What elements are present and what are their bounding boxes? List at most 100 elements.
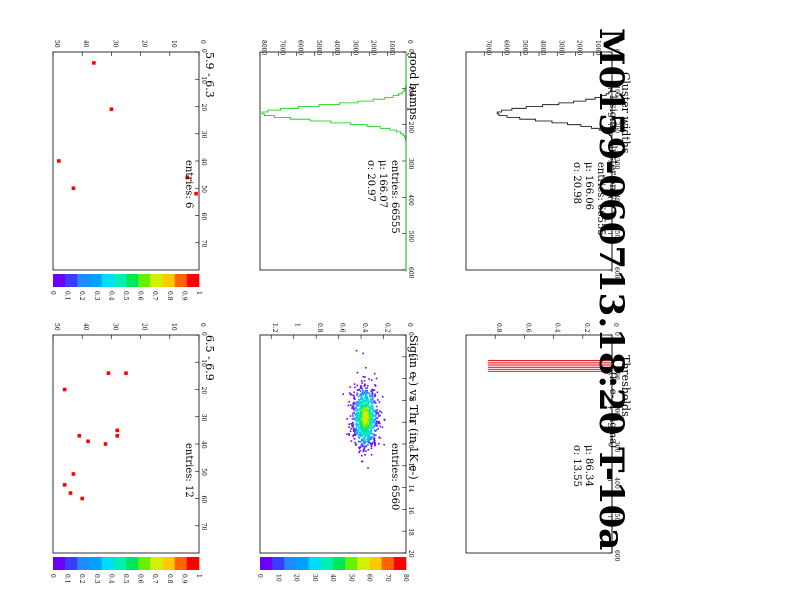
heatmap-cell [365, 393, 367, 395]
heatmap-cell [358, 431, 361, 433]
y-tick-label: 0.8 [316, 323, 323, 333]
colorbar-swatch [53, 557, 66, 570]
colorbar-swatch [89, 274, 102, 287]
heatmap-cell [356, 392, 359, 395]
heatmap-cell [370, 453, 373, 456]
heatmap-cell [361, 426, 363, 428]
heatmap-cell [352, 415, 354, 417]
heatmap-cell [358, 447, 361, 450]
heatmap-cell [365, 398, 367, 401]
colorbar-swatch [357, 557, 370, 570]
heatmap-cell [373, 442, 376, 444]
heatmap-cell [365, 409, 368, 412]
stats-line: σ: 20.98 [571, 162, 582, 204]
heatmap-cell [371, 396, 373, 399]
heatmap-cell [373, 429, 376, 432]
heatmap-cell [360, 430, 363, 433]
x-tick-label: 400 [613, 477, 620, 489]
heatmap-cell [353, 401, 355, 404]
colorbar-label: 30 [311, 574, 318, 582]
x-tick-label: 18 [407, 528, 414, 536]
heatmap-cell [352, 434, 355, 436]
heatmap-cell [364, 404, 366, 407]
heatmap-cell [368, 427, 371, 429]
scatter-point [115, 434, 120, 438]
heatmap-cell [352, 428, 355, 430]
heatmap-cell [357, 404, 360, 407]
x-tick-label: 300 [407, 158, 414, 170]
heatmap-cell [370, 445, 373, 448]
heatmap-cell [358, 451, 360, 454]
heatmap-cell [358, 427, 361, 430]
heatmap-cell [366, 424, 369, 427]
plot-title: 6.5 - 6.9 [203, 335, 216, 381]
colorbar-swatch [369, 557, 382, 570]
x-tick-label: 10 [200, 76, 207, 84]
heatmap-cell [361, 414, 363, 417]
heatmap-cell [370, 443, 372, 445]
heatmap-cell [355, 423, 358, 426]
colorbar-label: 0.5 [122, 574, 129, 584]
heatmap-cell [364, 426, 367, 428]
heatmap-cell [361, 397, 364, 400]
scatter-point [71, 186, 76, 191]
heatmap-cell [363, 442, 366, 445]
x-tick-label: 0 [613, 332, 620, 336]
x-tick-label: 600 [613, 550, 620, 562]
y-tick-label: 20 [141, 40, 148, 48]
heatmap-cell [373, 444, 376, 447]
heatmap-cell [363, 427, 366, 430]
x-tick-label: 500 [407, 231, 414, 243]
y-tick-label: 5000 [521, 40, 528, 55]
heatmap-cell [367, 433, 370, 436]
heatmap-cell [356, 429, 359, 431]
scatter-point [77, 434, 82, 438]
colorbar-swatch [113, 274, 127, 287]
heatmap-cell [373, 400, 376, 403]
heatmap-cell [374, 384, 376, 386]
heatmap-cell [348, 392, 351, 394]
heatmap-cell [370, 412, 373, 415]
heatmap-cell [376, 421, 379, 424]
heatmap-cell [365, 422, 367, 425]
heatmap-cell [367, 400, 370, 403]
heatmap-cell [378, 410, 381, 413]
heatmap-cell [375, 409, 377, 412]
colorbar-label: 0.5 [122, 291, 129, 301]
heatmap-cell [365, 432, 368, 434]
heatmap-cell [350, 427, 352, 430]
colorbar-swatch [101, 557, 115, 570]
heatmap-cell [362, 424, 365, 427]
heatmap-cell [365, 403, 368, 406]
heatmap-cell [353, 396, 356, 399]
heatmap-cell [370, 423, 373, 425]
heatmap-cell [360, 385, 362, 387]
heatmap-cell [365, 410, 367, 413]
y-tick-label: 0 [612, 323, 619, 327]
heatmap-cell [349, 430, 352, 433]
x-tick-label: 400 [613, 194, 620, 206]
heatmap-cell [355, 422, 358, 424]
heatmap-cell [363, 385, 366, 387]
heatmap-cell [361, 416, 364, 419]
y-tick-label: 0 [406, 323, 413, 327]
heatmap-cell [372, 398, 374, 401]
heatmap-cell [360, 419, 362, 422]
heatmap-cell [365, 435, 368, 437]
colorbar-label: 0.9 [180, 291, 187, 301]
y-tick-label: 6000 [503, 40, 510, 55]
x-tick-label: 20 [200, 104, 207, 112]
heatmap-cell [359, 445, 362, 448]
heatmap-cell [373, 439, 376, 442]
heatmap-cell [366, 431, 369, 433]
colorbar-label: 0.4 [107, 291, 114, 301]
heatmap-cell [358, 420, 360, 422]
heatmap-cell [353, 383, 356, 385]
y-tick-label: 7000 [278, 40, 285, 55]
heatmap-cell [366, 415, 368, 417]
heatmap-cell [357, 440, 360, 443]
colorbar-swatch [174, 557, 188, 570]
heatmap-cell [383, 419, 386, 421]
heatmap-cell [364, 428, 367, 430]
heatmap-cell [358, 434, 361, 437]
